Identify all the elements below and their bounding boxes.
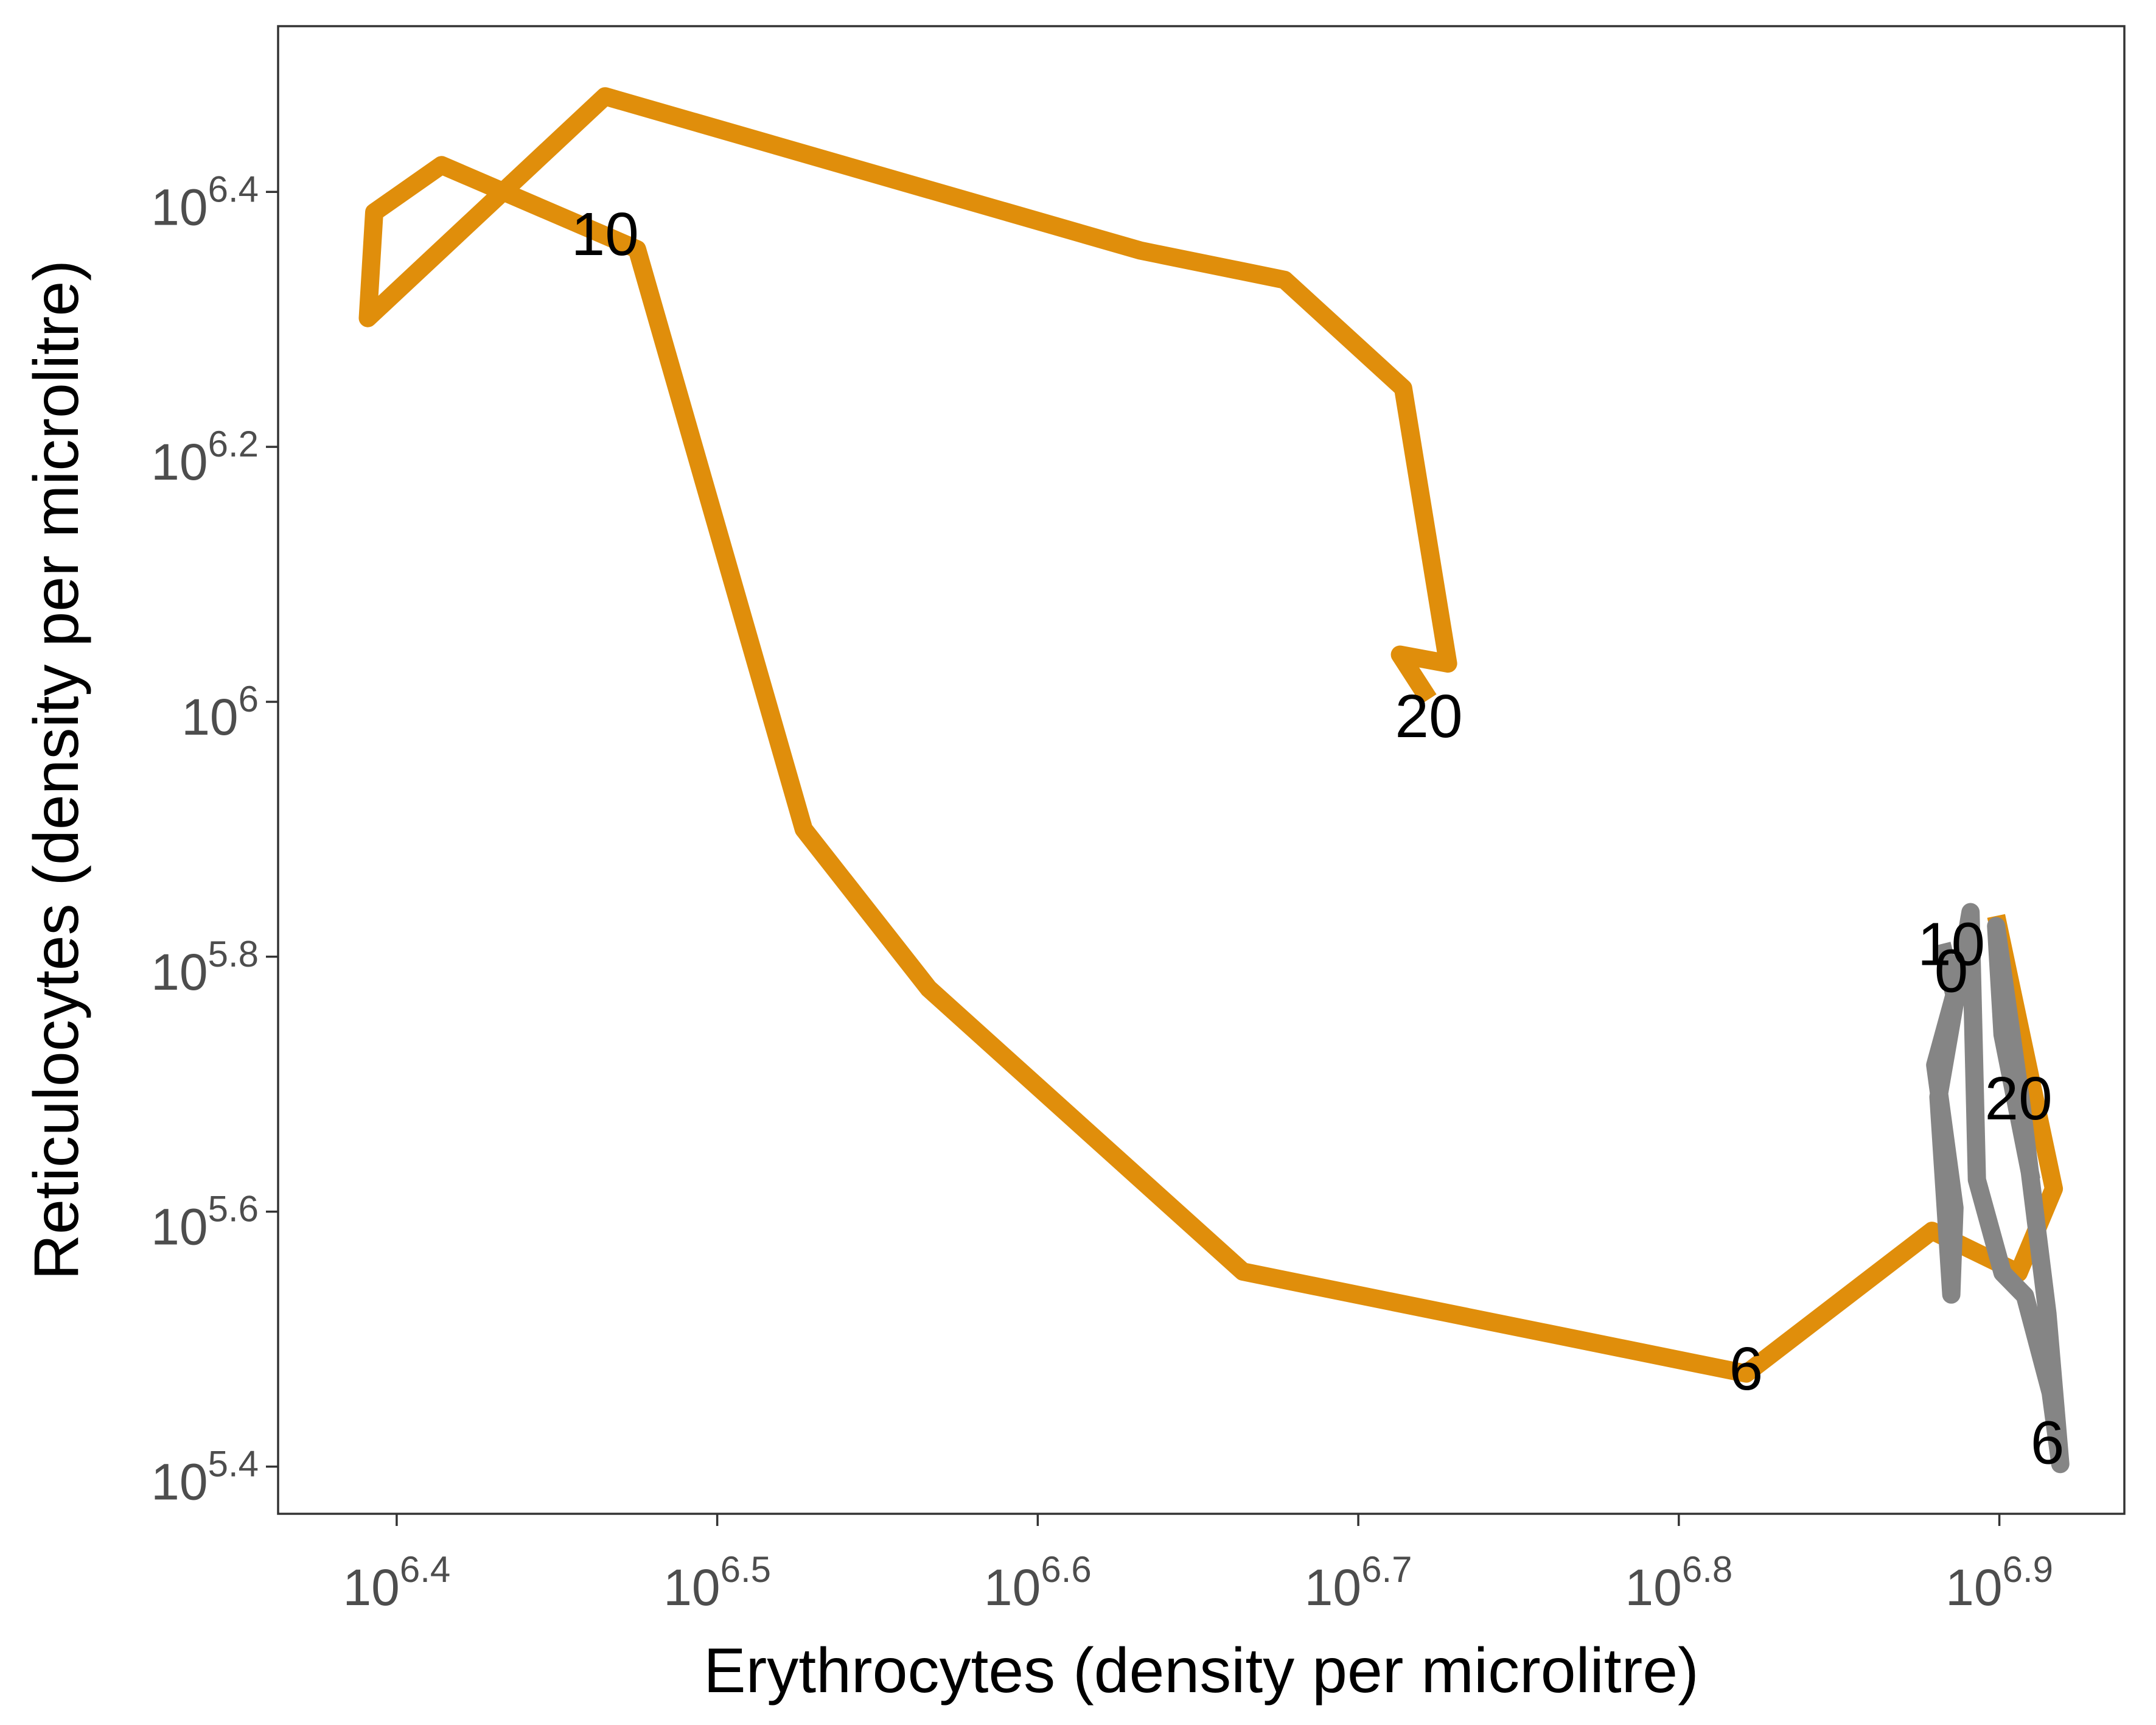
x-tick-label: 106.4 <box>343 1549 450 1616</box>
y-axis-title: Reticulocytes (density per microlitre) <box>21 260 92 1280</box>
series-line-2 <box>1926 903 2070 1474</box>
y-tick-label: 105.8 <box>151 934 259 1001</box>
point-label: 20 <box>1985 1065 2053 1133</box>
plot-panel-border <box>277 25 2126 1515</box>
y-tick-label: 105.4 <box>151 1444 259 1511</box>
y-axis: 105.4 105.6 105.8 106 106.2 106.4 <box>151 169 278 1511</box>
series-layer <box>358 87 2070 1474</box>
y-tick-label: 106.2 <box>151 424 259 491</box>
point-label: 10 <box>1917 911 1985 979</box>
y-tick-label: 106.4 <box>151 169 259 236</box>
point-label: 6 <box>2031 1409 2065 1477</box>
x-axis-title: Erythrocytes (density per microlitre) <box>703 1636 1699 1706</box>
x-tick-label: 106.6 <box>984 1549 1092 1616</box>
y-tick-label: 105.6 <box>151 1189 259 1256</box>
x-tick-label: 106.7 <box>1305 1549 1412 1616</box>
x-axis: 106.4 106.5 106.6 106.7 106.8 106.9 <box>343 1514 2053 1616</box>
point-label: 0 <box>1934 937 1969 1006</box>
y-tick-label: 106 <box>181 679 259 746</box>
point-label: 10 <box>571 200 639 268</box>
series-line-1 <box>358 87 2064 1383</box>
point-label: 20 <box>1395 682 1462 751</box>
x-tick-label: 106.8 <box>1625 1549 1732 1616</box>
x-tick-label: 106.5 <box>663 1549 771 1616</box>
point-label: 6 <box>1729 1335 1764 1403</box>
x-tick-label: 106.9 <box>1945 1549 2053 1616</box>
